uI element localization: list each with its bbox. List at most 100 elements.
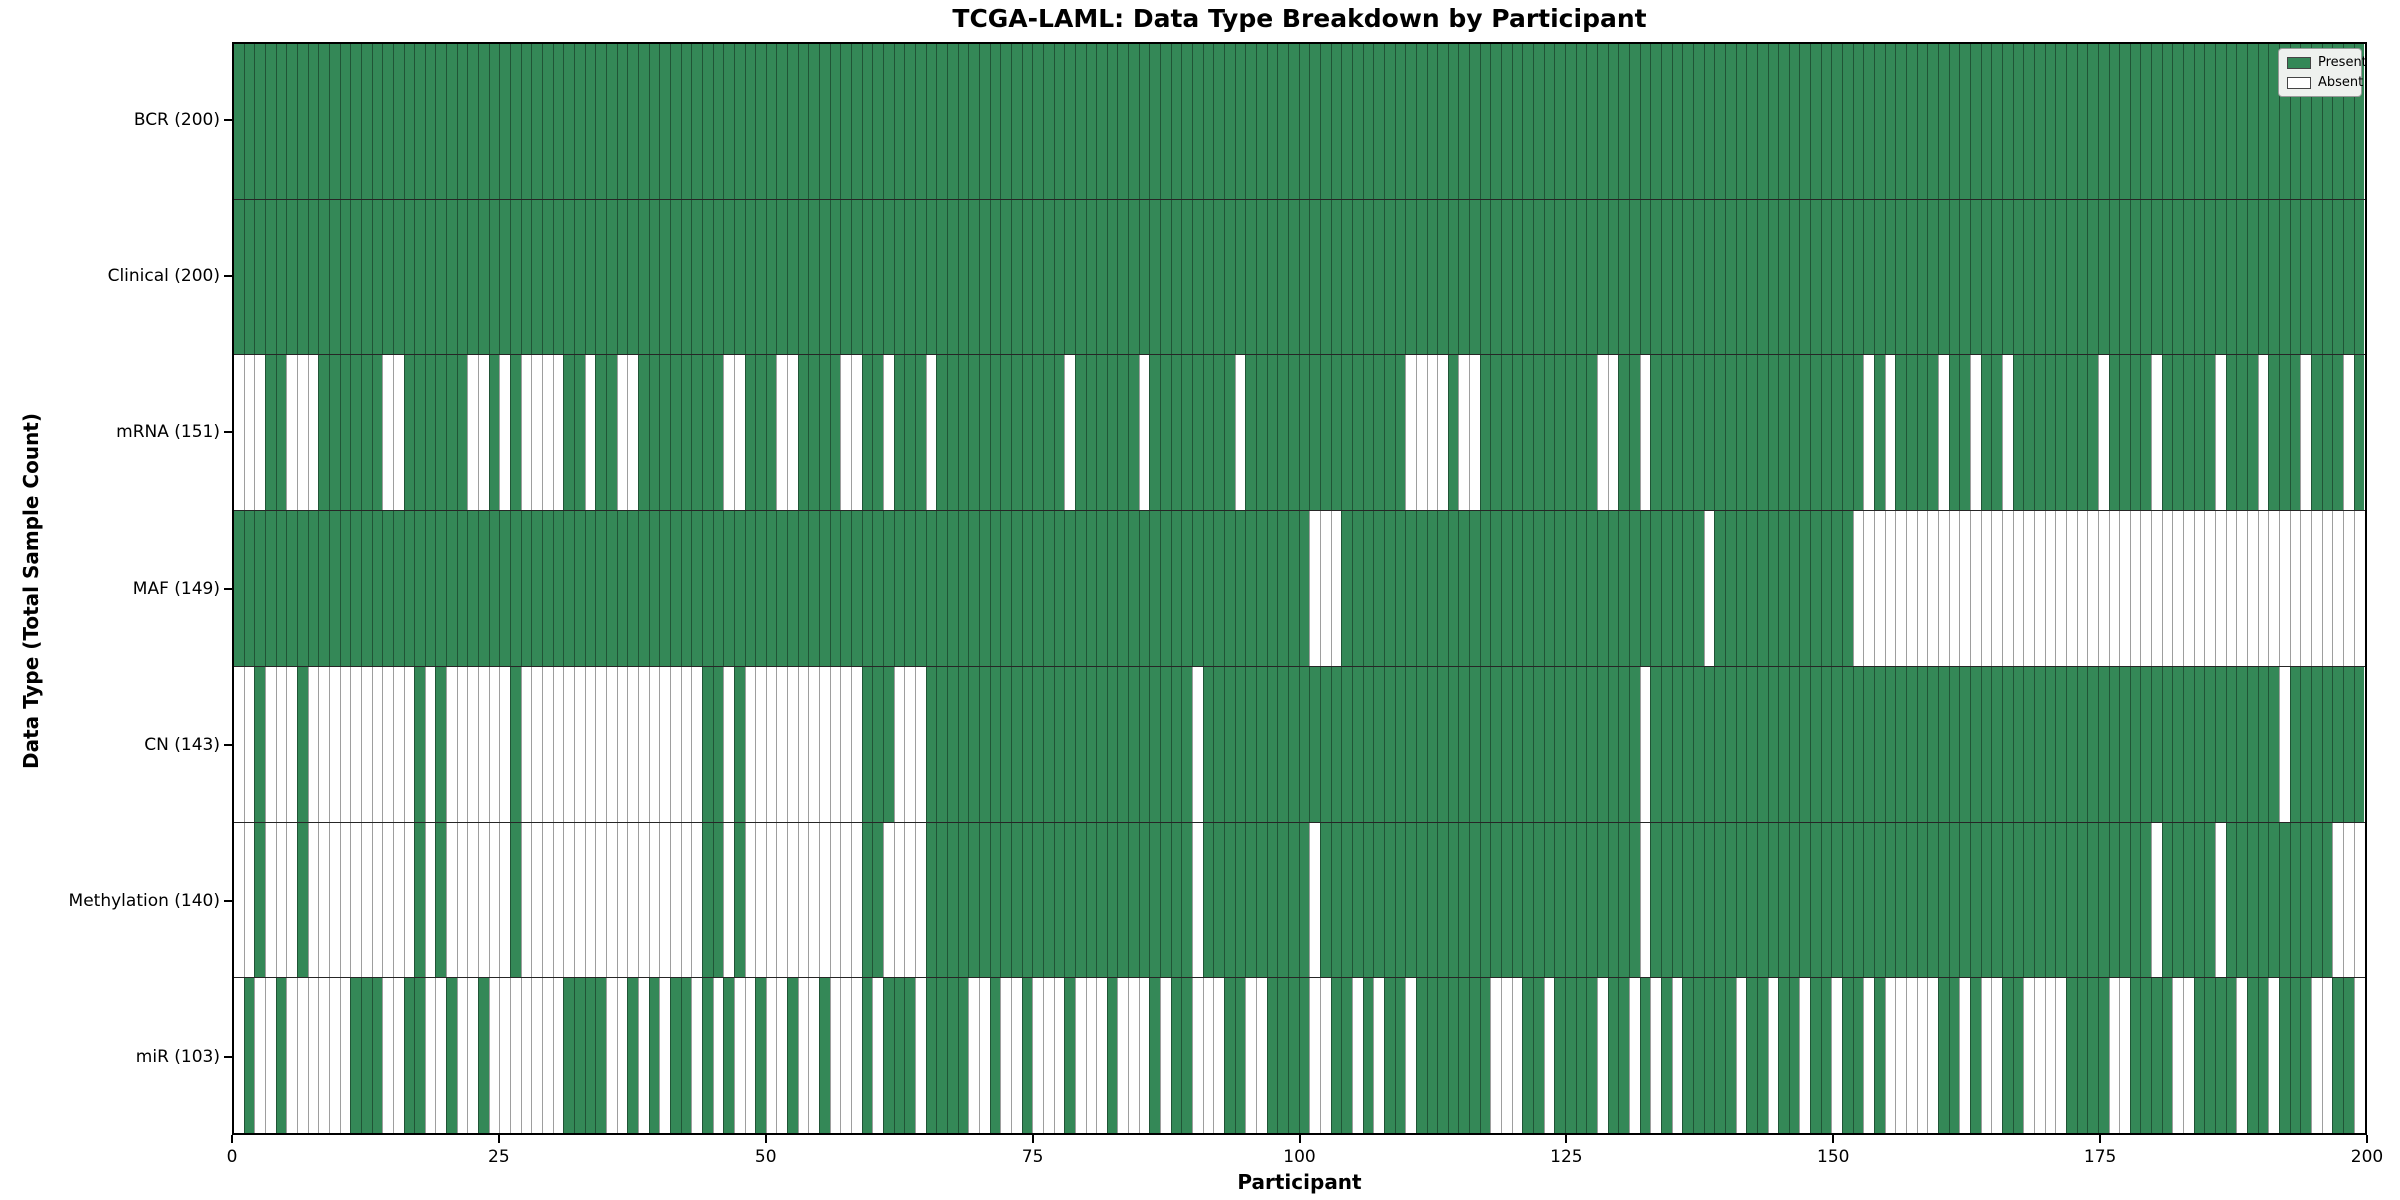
cell bbox=[2310, 355, 2322, 511]
cell bbox=[1884, 822, 1896, 978]
cell bbox=[542, 822, 553, 978]
cell bbox=[328, 355, 340, 511]
cell bbox=[382, 978, 393, 1134]
cell bbox=[1426, 666, 1438, 822]
cell bbox=[1458, 978, 1470, 1134]
cell bbox=[1106, 199, 1118, 355]
x-tick-mark bbox=[2366, 1135, 2368, 1143]
cell bbox=[989, 822, 1001, 978]
cell bbox=[1234, 978, 1246, 1134]
cell bbox=[1980, 822, 1992, 978]
cell bbox=[371, 355, 383, 511]
cell bbox=[1042, 44, 1054, 199]
cell bbox=[1245, 822, 1256, 978]
cell bbox=[1501, 822, 1512, 978]
cell bbox=[1788, 355, 1800, 511]
cell bbox=[648, 511, 660, 666]
cell bbox=[2097, 199, 2109, 355]
cell bbox=[1138, 511, 1150, 666]
cell bbox=[595, 666, 606, 822]
cell bbox=[1160, 355, 1171, 511]
cell bbox=[2172, 666, 2184, 822]
cell bbox=[424, 44, 436, 199]
cell bbox=[1628, 511, 1640, 666]
cell bbox=[1927, 822, 1938, 978]
cell bbox=[1032, 511, 1043, 666]
cell bbox=[552, 44, 564, 199]
cell bbox=[296, 44, 308, 199]
cell bbox=[1405, 44, 1416, 199]
cell bbox=[371, 44, 383, 199]
cell bbox=[1287, 822, 1299, 978]
cell bbox=[1064, 978, 1075, 1134]
cell bbox=[360, 511, 372, 666]
cell bbox=[2161, 511, 2173, 666]
cell bbox=[2044, 199, 2056, 355]
cell bbox=[1170, 666, 1182, 822]
cell bbox=[414, 44, 425, 199]
cell bbox=[1074, 44, 1086, 199]
cell bbox=[1181, 511, 1193, 666]
cell bbox=[946, 511, 958, 666]
cell bbox=[2172, 978, 2184, 1134]
cell bbox=[744, 355, 756, 511]
cell bbox=[360, 355, 372, 511]
cell bbox=[520, 666, 532, 822]
cell bbox=[446, 822, 457, 978]
cell bbox=[392, 44, 404, 199]
cell bbox=[350, 44, 361, 199]
cell bbox=[1756, 978, 1768, 1134]
cell bbox=[1362, 355, 1374, 511]
cell bbox=[1469, 822, 1480, 978]
cell bbox=[2183, 44, 2194, 199]
cell bbox=[1916, 666, 1928, 822]
cell bbox=[2065, 666, 2077, 822]
cell bbox=[1703, 511, 1715, 666]
cell bbox=[627, 511, 638, 666]
cell bbox=[510, 511, 521, 666]
cell bbox=[584, 822, 596, 978]
cell bbox=[296, 355, 308, 511]
cell bbox=[1703, 44, 1715, 199]
cell bbox=[1852, 44, 1864, 199]
cell bbox=[1383, 666, 1395, 822]
cell bbox=[1714, 199, 1725, 355]
cell bbox=[2012, 978, 2024, 1134]
cell bbox=[1160, 44, 1171, 199]
cell bbox=[2140, 199, 2152, 355]
cell bbox=[1671, 511, 1683, 666]
cell bbox=[1948, 355, 1960, 511]
cell bbox=[2151, 355, 2162, 511]
cell bbox=[2161, 822, 2173, 978]
cell bbox=[2161, 199, 2173, 355]
cell bbox=[286, 822, 297, 978]
cell bbox=[669, 511, 681, 666]
cell bbox=[574, 666, 585, 822]
cell bbox=[2001, 355, 2013, 511]
cell bbox=[1405, 822, 1416, 978]
cell bbox=[1863, 44, 1875, 199]
cell bbox=[797, 822, 809, 978]
cell bbox=[819, 978, 830, 1134]
cell bbox=[1682, 355, 1693, 511]
cell bbox=[1799, 199, 1811, 355]
cell bbox=[1447, 44, 1459, 199]
cell bbox=[691, 355, 702, 511]
cell bbox=[243, 666, 255, 822]
cell bbox=[286, 355, 297, 511]
cell bbox=[1906, 44, 1917, 199]
cell bbox=[2279, 44, 2290, 199]
cell bbox=[2023, 978, 2034, 1134]
cell bbox=[669, 666, 681, 822]
cell bbox=[1213, 355, 1225, 511]
cell bbox=[1724, 822, 1736, 978]
cell bbox=[1010, 822, 1022, 978]
cell bbox=[1831, 822, 1843, 978]
cell bbox=[2097, 355, 2109, 511]
cell bbox=[1906, 355, 1917, 511]
cell bbox=[456, 822, 468, 978]
cell bbox=[2300, 822, 2311, 978]
cell bbox=[1650, 978, 1661, 1134]
cell bbox=[733, 666, 745, 822]
x-tick-label-125: 125 bbox=[1550, 1147, 1583, 1167]
